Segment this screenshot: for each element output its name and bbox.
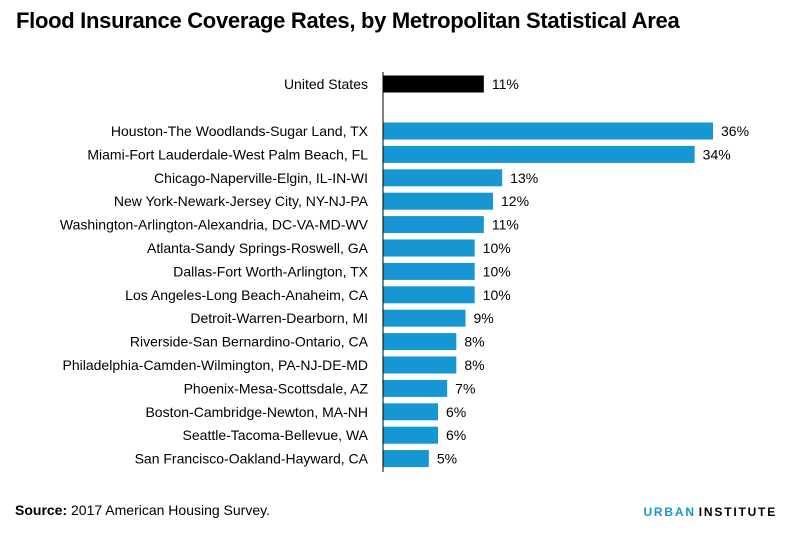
bar-0 bbox=[383, 122, 713, 140]
category-label-13: Seattle-Tacoma-Bellevue, WA bbox=[183, 427, 369, 443]
bar-14 bbox=[383, 450, 429, 468]
value-label-8: 9% bbox=[474, 310, 494, 326]
value-label-7: 10% bbox=[483, 287, 511, 303]
category-label-6: Dallas-Fort Worth-Arlington, TX bbox=[173, 263, 368, 279]
value-label-1: 34% bbox=[703, 146, 731, 162]
category-label-4: Washington-Arlington-Alexandria, DC-VA-M… bbox=[60, 217, 369, 233]
urban-institute-logo: URBAN INSTITUTE bbox=[643, 505, 777, 519]
value-label-11: 7% bbox=[455, 380, 475, 396]
bar-5 bbox=[383, 239, 475, 257]
bar-us bbox=[383, 75, 484, 93]
category-label-us: United States bbox=[284, 76, 368, 92]
value-label-6: 10% bbox=[483, 263, 511, 279]
bar-1 bbox=[383, 145, 695, 163]
category-label-5: Atlanta-Sandy Springs-Roswell, GA bbox=[147, 240, 369, 256]
value-label-14: 5% bbox=[437, 451, 457, 467]
chart-title: Flood Insurance Coverage Rates, by Metro… bbox=[16, 8, 680, 33]
bar-13 bbox=[383, 426, 438, 444]
logo-word-institute: INSTITUTE bbox=[698, 505, 777, 519]
value-label-9: 8% bbox=[464, 334, 484, 350]
value-label-13: 6% bbox=[446, 427, 466, 443]
bar-4 bbox=[383, 216, 484, 234]
bar-7 bbox=[383, 286, 475, 304]
bar-10 bbox=[383, 356, 457, 374]
logo-word-urban: URBAN bbox=[643, 505, 696, 519]
value-label-2: 13% bbox=[510, 170, 538, 186]
bar-8 bbox=[383, 309, 466, 327]
value-label-us: 11% bbox=[492, 76, 519, 92]
category-label-3: New York-Newark-Jersey City, NY-NJ-PA bbox=[114, 193, 369, 209]
bar-11 bbox=[383, 379, 448, 397]
category-label-1: Miami-Fort Lauderdale-West Palm Beach, F… bbox=[87, 146, 368, 162]
source-label: Source: bbox=[15, 502, 68, 518]
bar-9 bbox=[383, 333, 457, 351]
category-label-12: Boston-Cambridge-Newton, MA-NH bbox=[145, 404, 368, 420]
category-label-7: Los Angeles-Long Beach-Anaheim, CA bbox=[125, 287, 368, 303]
value-label-0: 36% bbox=[721, 123, 749, 139]
bar-2 bbox=[383, 169, 503, 187]
value-label-3: 12% bbox=[501, 193, 529, 209]
bar-6 bbox=[383, 262, 475, 280]
category-label-11: Phoenix-Mesa-Scottsdale, AZ bbox=[184, 380, 369, 396]
bar-12 bbox=[383, 403, 438, 421]
bar-chart: United States 11% Houston-The Woodlands-Su… bbox=[60, 72, 749, 472]
value-label-4: 11% bbox=[492, 217, 519, 233]
category-label-9: Riverside-San Bernardino-Ontario, CA bbox=[130, 334, 369, 350]
source-text: 2017 American Housing Survey. bbox=[67, 502, 270, 518]
source-note: Source: 2017 American Housing Survey. bbox=[15, 502, 270, 518]
value-label-12: 6% bbox=[446, 404, 466, 420]
bar-3 bbox=[383, 192, 493, 210]
value-label-10: 8% bbox=[464, 357, 484, 373]
value-label-5: 10% bbox=[483, 240, 511, 256]
category-label-8: Detroit-Warren-Dearborn, MI bbox=[190, 310, 368, 326]
category-label-14: San Francisco-Oakland-Hayward, CA bbox=[135, 451, 369, 467]
category-label-0: Houston-The Woodlands-Sugar Land, TX bbox=[111, 123, 369, 139]
category-label-2: Chicago-Naperville-Elgin, IL-IN-WI bbox=[154, 170, 368, 186]
category-label-10: Philadelphia-Camden-Wilmington, PA-NJ-DE… bbox=[63, 357, 369, 373]
